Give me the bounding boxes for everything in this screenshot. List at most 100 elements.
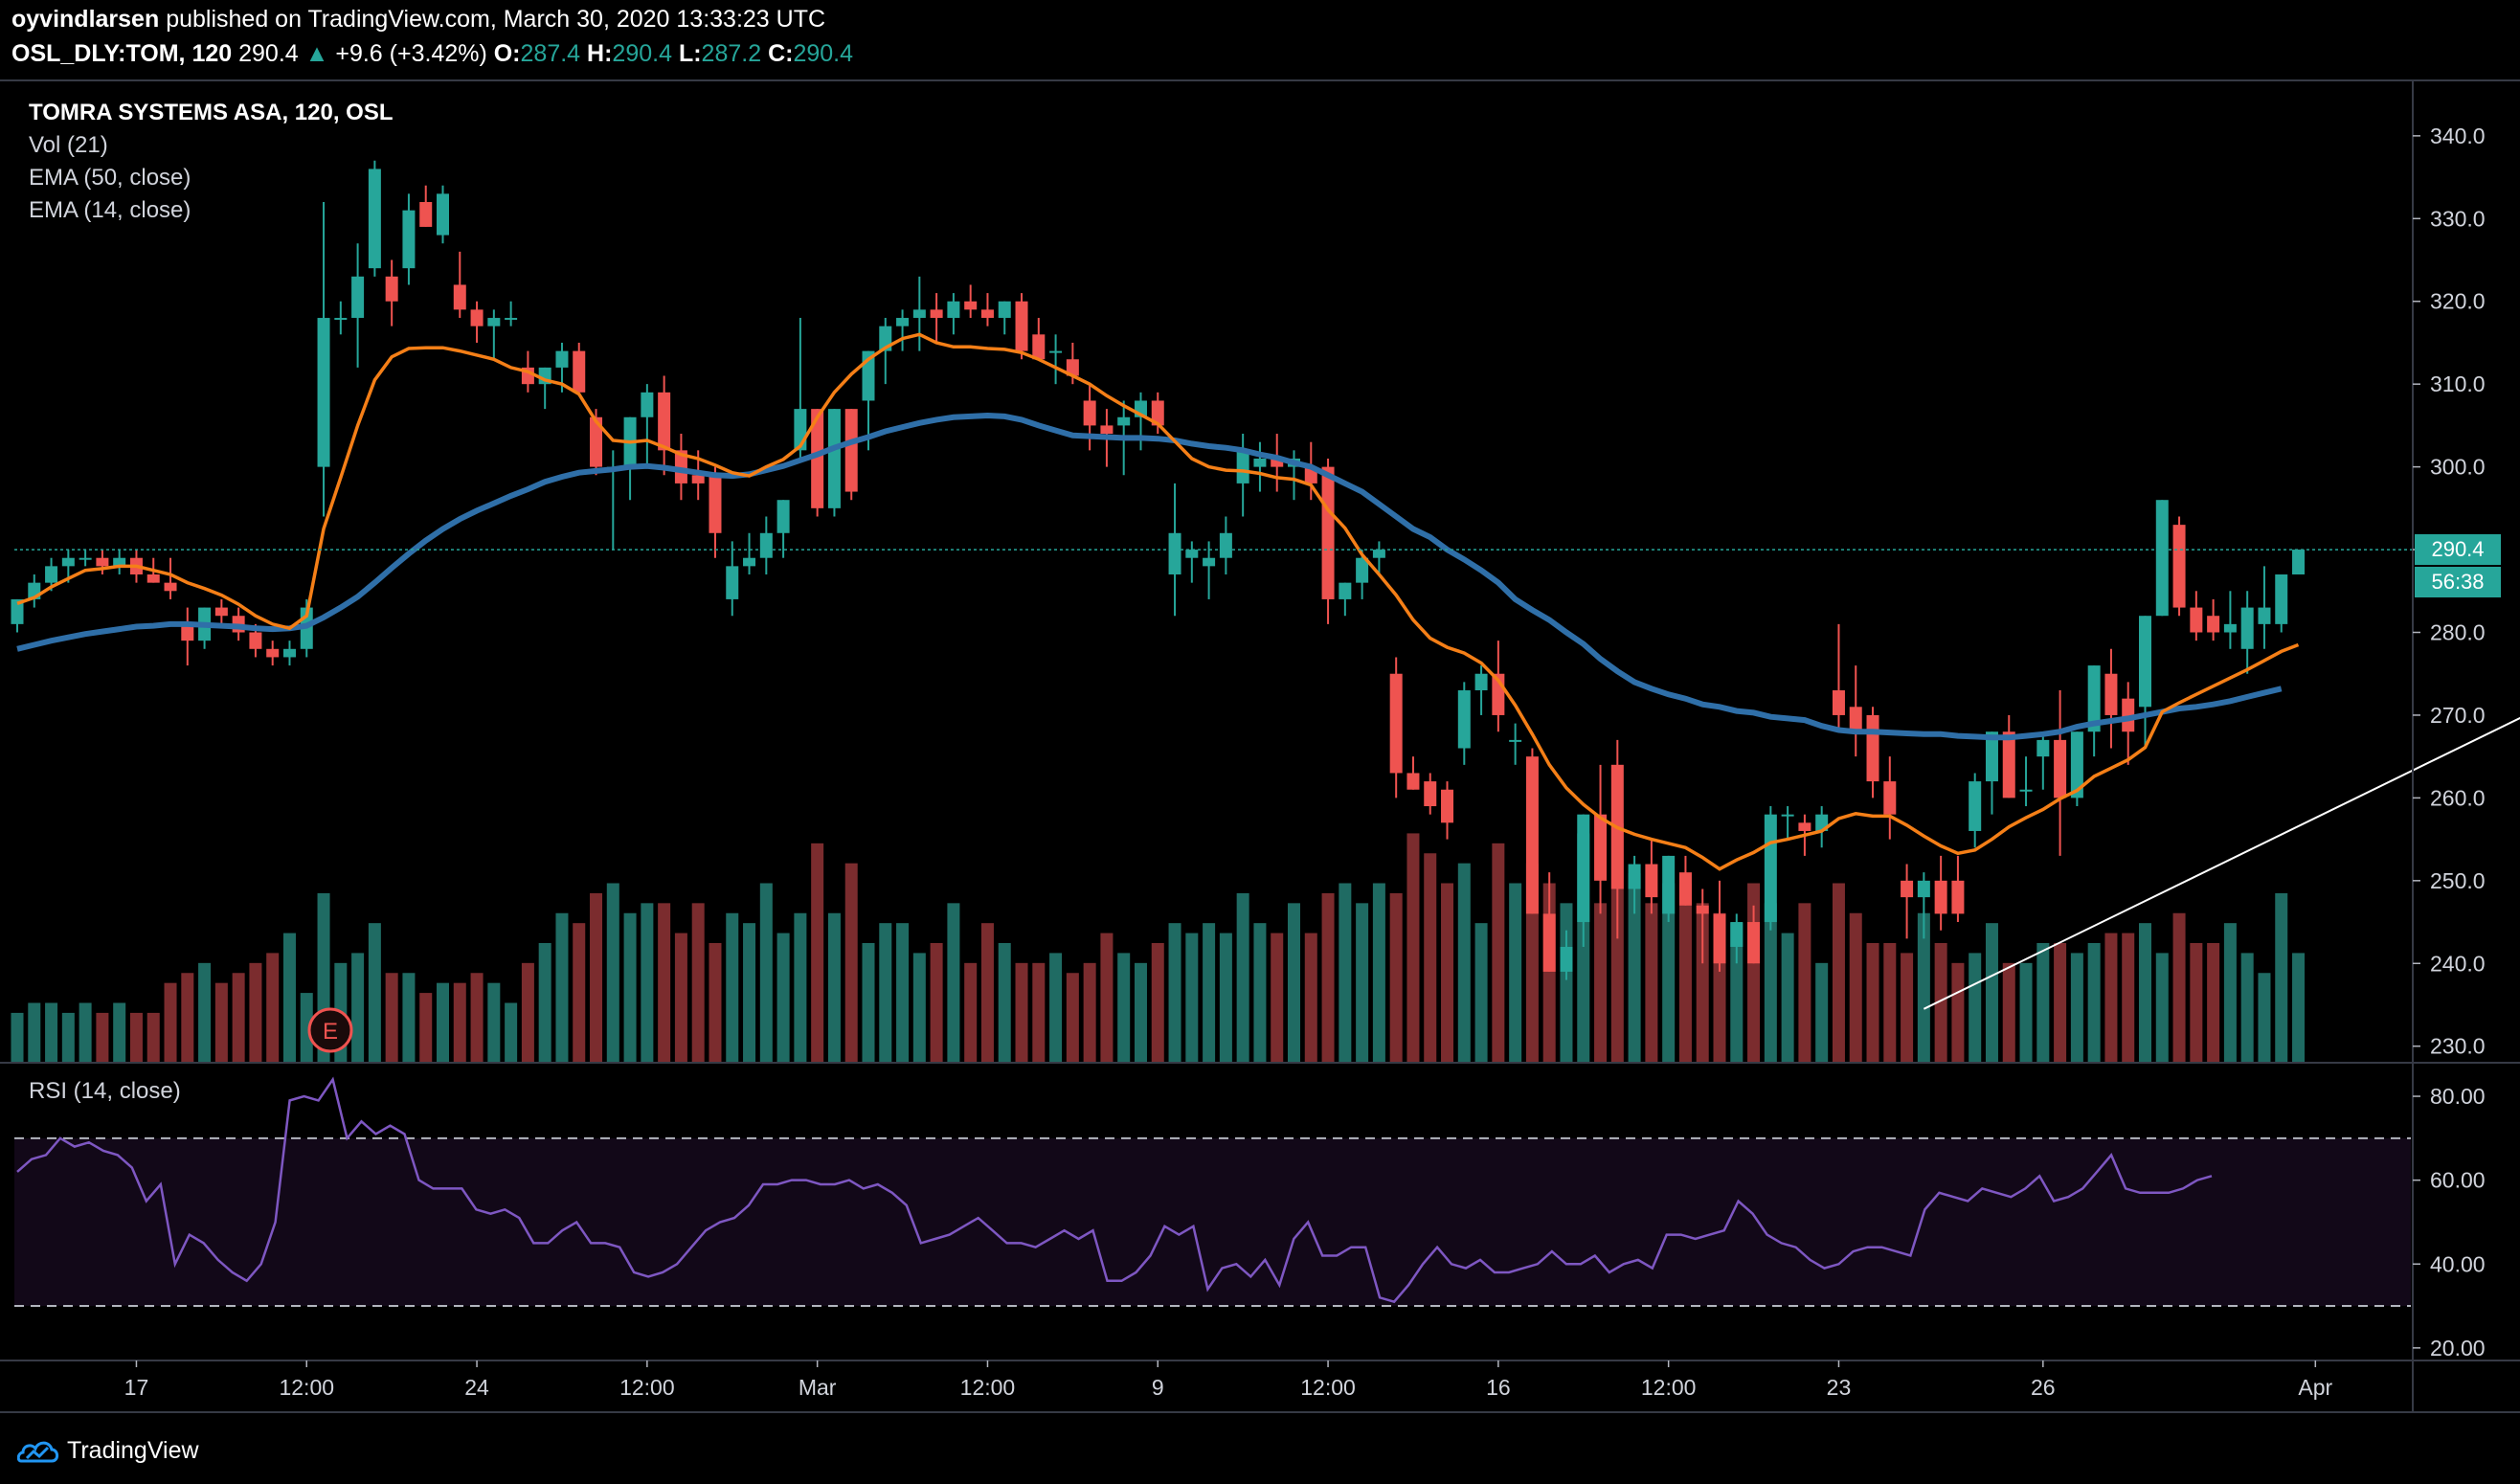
candle-body [317, 318, 330, 467]
volume-bar [45, 1002, 58, 1063]
candle-body [709, 475, 722, 533]
candle-body [1849, 707, 1862, 732]
volume-bar [964, 962, 978, 1063]
volume-bar [470, 973, 484, 1063]
trend-line[interactable] [1923, 548, 2520, 1010]
countdown-tag: 56:38 [2415, 567, 2501, 598]
candle-body [1832, 690, 1845, 715]
volume-bar [844, 863, 858, 1063]
volume-bar [1236, 892, 1249, 1063]
price-tick-label: 280.0 [2430, 620, 2486, 645]
volume-bar [1389, 892, 1403, 1063]
rsi-tick-label: 60.00 [2430, 1168, 2486, 1193]
candle-body [1032, 334, 1046, 360]
volume-bars [11, 823, 2306, 1063]
legend-rsi[interactable]: RSI (14, close) [29, 1078, 181, 1104]
price-tick-label: 260.0 [2430, 785, 2486, 810]
candle-body [573, 350, 586, 393]
candle-body [1917, 880, 1930, 898]
candle-body [1696, 905, 1709, 914]
rsi-tick-label: 80.00 [2430, 1084, 2486, 1109]
volume-bar [1049, 953, 1063, 1063]
time-axis[interactable]: 17 12:00 24 12:00 Mar 12:00 9 12:00 16 12:00 23 26 A… [124, 1360, 2333, 1400]
time-tick-label: Apr [2298, 1375, 2332, 1400]
volume-bar [896, 923, 910, 1063]
volume-bar [2275, 892, 2288, 1063]
candle-body [1168, 532, 1181, 574]
volume-bar [214, 982, 228, 1063]
volume-bar [2172, 912, 2186, 1063]
time-tick-label: 12:00 [960, 1375, 1016, 1400]
candle-body [896, 318, 910, 326]
candle-body [1713, 913, 1726, 964]
volume-bar [1406, 833, 1420, 1063]
volume-bar [11, 1012, 24, 1063]
legend-ema14[interactable]: EMA (14, close) [29, 197, 191, 223]
author-name[interactable]: oyvindlarsen [11, 6, 160, 33]
chart-title[interactable]: TOMRA SYSTEMS ASA, 120, OSL [29, 100, 394, 125]
brand[interactable]: TradingView [17, 1431, 199, 1470]
rsi-line [16, 1076, 2213, 1304]
candle-body [674, 450, 687, 483]
rsi-axis[interactable]: 80.00 60.00 40.00 20.00 [2413, 1084, 2486, 1360]
rsi-pane [14, 1076, 2411, 1308]
volume-bar [1815, 962, 1829, 1063]
volume-bar [1424, 853, 1437, 1063]
candle-body [505, 318, 518, 321]
volume-bar [1015, 962, 1028, 1063]
candle-body [146, 574, 160, 583]
volume-bar [759, 883, 773, 1063]
volume-bar [1100, 933, 1114, 1063]
volume-bar [2155, 953, 2169, 1063]
candle-body [964, 301, 978, 310]
volume-bar [1849, 912, 1862, 1063]
candle-body [1474, 673, 1488, 691]
last-price-tag: 290.4 [2415, 534, 2501, 566]
candle-body [2104, 673, 2118, 715]
volume-bar [1781, 933, 1794, 1063]
candle-body [947, 301, 960, 319]
volume-bar [146, 1012, 160, 1063]
symbol-name[interactable]: OSL_DLY:TOM, 120 [11, 40, 233, 67]
legend-volume[interactable]: Vol (21) [29, 132, 108, 158]
high-value: 290.4 [612, 40, 672, 67]
candle-body [2240, 607, 2254, 649]
candle-body [334, 318, 348, 321]
candle-body [2122, 698, 2135, 732]
volume-bar [181, 973, 194, 1063]
volume-bar [1678, 883, 1692, 1063]
candle-body [691, 475, 705, 483]
earnings-marker[interactable]: E [307, 1007, 353, 1053]
earnings-circle [307, 1007, 353, 1053]
candle-body [1066, 359, 1079, 376]
volume-bar [1441, 883, 1454, 1063]
candle-body [2070, 731, 2083, 798]
candle-body [385, 276, 398, 302]
volume-bar [912, 953, 926, 1063]
candle-body [726, 566, 739, 599]
volume-bar [1832, 883, 1845, 1063]
legend-ema50[interactable]: EMA (50, close) [29, 165, 191, 191]
volume-bar [1271, 933, 1284, 1063]
volume-bar [2122, 933, 2135, 1063]
candle-body [1236, 450, 1249, 483]
volume-bar [726, 912, 739, 1063]
volume-bar [453, 982, 466, 1063]
published-text: published on TradingView.com, March 30, … [166, 6, 826, 33]
candle-body [1764, 814, 1777, 923]
candle-body [1321, 466, 1335, 599]
candle-body [1117, 416, 1131, 426]
candle-body [1203, 557, 1216, 567]
volume-bar [879, 923, 892, 1063]
time-tick-label: 12:00 [1300, 1375, 1356, 1400]
candle-body [2190, 607, 2203, 633]
candle-body [1372, 550, 1385, 558]
volume-bar [249, 962, 262, 1063]
candle-body [1271, 458, 1284, 467]
volume-bar [1219, 933, 1232, 1063]
candle-body [1969, 781, 1982, 831]
candle-body [827, 409, 841, 508]
rsi-tick-label: 40.00 [2430, 1251, 2486, 1276]
candle-body [1560, 946, 1573, 972]
